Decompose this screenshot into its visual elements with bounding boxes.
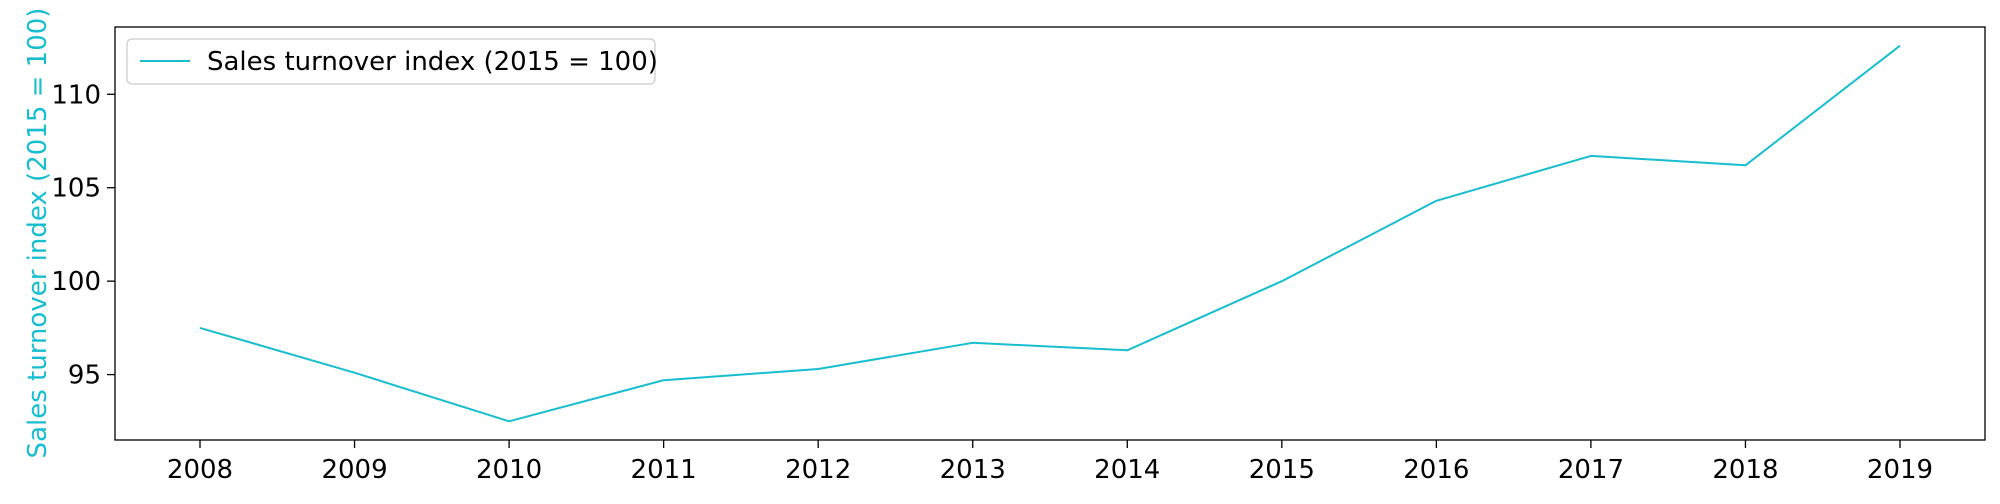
x-tick-label: 2009	[321, 455, 387, 485]
data-point	[971, 341, 974, 344]
x-tick-label: 2015	[1249, 455, 1315, 485]
data-point	[353, 371, 356, 374]
x-tick-label: 2010	[476, 455, 542, 485]
x-tick-label: 2012	[785, 455, 851, 485]
y-tick-label: 95	[68, 361, 101, 391]
plot-area	[114, 26, 1986, 441]
legend-label: Sales turnover index (2015 = 100)	[207, 47, 658, 77]
y-axis-ticks: 95 100 105 110	[51, 80, 115, 391]
y-tick-label: 105	[51, 174, 101, 204]
y-tick-label: 110	[51, 80, 101, 110]
series-layer	[199, 44, 1902, 423]
x-tick-label: 2011	[631, 455, 697, 485]
x-tick-label: 2017	[1558, 455, 1624, 485]
data-point	[1899, 44, 1902, 47]
legend[interactable]: Sales turnover index (2015 = 100)	[126, 38, 658, 85]
legend-box	[126, 38, 656, 85]
x-tick-label: 2014	[1094, 455, 1160, 485]
x-axis-ticks: 2008 2009 2010 2011 2012 2013 2014 2015 2016 2017…	[167, 440, 1933, 485]
x-tick-label: 2018	[1712, 455, 1778, 485]
y-tick-label: 100	[51, 267, 101, 297]
x-tick-label: 2013	[940, 455, 1006, 485]
y-axis-label: Sales turnover index (2015 = 100)	[23, 8, 53, 459]
x-tick-label: 2008	[167, 455, 233, 485]
series-line	[199, 44, 1901, 423]
data-point	[662, 379, 665, 382]
data-point	[1280, 280, 1283, 283]
x-tick-label: 2016	[1403, 455, 1469, 485]
data-point	[508, 420, 511, 423]
data-point	[1744, 164, 1747, 167]
data-point	[1126, 349, 1129, 352]
data-point	[199, 326, 202, 329]
data-point	[1589, 154, 1592, 157]
data-point	[817, 367, 820, 370]
data-point	[1435, 199, 1438, 202]
x-tick-label: 2019	[1867, 455, 1933, 485]
